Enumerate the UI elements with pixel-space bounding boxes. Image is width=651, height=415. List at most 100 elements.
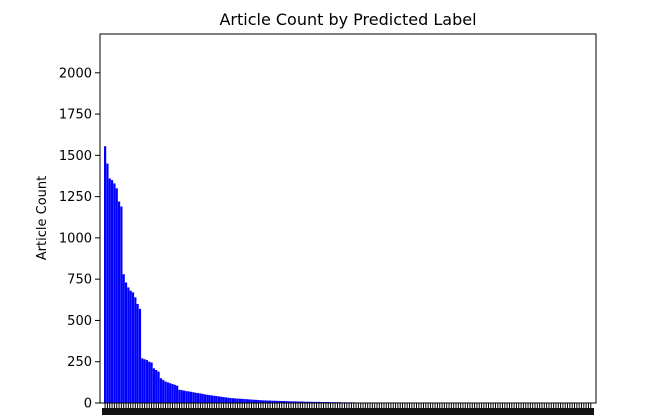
bar (306, 401, 309, 403)
bar (189, 391, 193, 403)
bar (206, 394, 209, 403)
y-axis: 0 250 500 750 1000 1250 1500 1750 2000 (59, 66, 100, 412)
x-axis (102, 403, 594, 415)
y-axis-label: Article Count (35, 176, 50, 260)
bar (282, 401, 286, 403)
bar (217, 396, 221, 403)
bar (222, 397, 225, 403)
y-tick-label: 2000 (59, 66, 92, 81)
bar (252, 399, 255, 403)
bar (141, 358, 144, 403)
bar (315, 401, 318, 403)
bar (227, 397, 230, 403)
bar (136, 303, 139, 403)
bar (178, 389, 181, 403)
bar (166, 382, 169, 403)
bar (192, 392, 195, 403)
bar (145, 360, 149, 403)
bar (169, 383, 172, 403)
y-tick-label: 1250 (59, 190, 92, 205)
x-tick-label-band (102, 408, 594, 415)
bar (317, 401, 320, 403)
y-tick-label: 750 (67, 273, 92, 288)
y-tick-label: 1500 (59, 149, 92, 164)
bar (187, 391, 190, 403)
bar (131, 292, 135, 403)
bar (108, 178, 111, 403)
bar (303, 401, 307, 403)
bar (104, 146, 107, 403)
bar (278, 400, 281, 403)
bar (250, 399, 253, 403)
bar (173, 384, 176, 403)
bar (150, 362, 153, 403)
bar (255, 399, 258, 403)
bar (113, 183, 116, 403)
y-tick-label: 250 (67, 355, 92, 370)
y-tick-label: 500 (67, 314, 92, 329)
bar (162, 379, 165, 403)
bar (138, 308, 142, 403)
bar (287, 401, 290, 403)
bar (127, 287, 130, 403)
bar (106, 163, 109, 403)
bar (194, 392, 197, 403)
bar (262, 400, 265, 403)
chart-title: Article Count by Predicted Label (219, 10, 476, 29)
bar (176, 385, 179, 403)
bar (148, 361, 151, 403)
bar (243, 399, 246, 403)
bar (155, 369, 158, 403)
bar (201, 393, 204, 403)
bar (203, 394, 207, 403)
bar (273, 400, 276, 403)
bar (110, 180, 114, 403)
bar (280, 401, 283, 403)
bar (268, 400, 272, 403)
bar (180, 390, 183, 403)
bar (213, 395, 216, 403)
bar (152, 368, 156, 403)
bar (210, 395, 214, 403)
bar (313, 401, 316, 403)
plot-frame (99, 33, 597, 404)
bars-group (104, 146, 592, 403)
bar (115, 188, 118, 403)
bar (224, 397, 228, 403)
bar (241, 398, 244, 403)
bar (199, 393, 202, 403)
bar (245, 399, 248, 403)
bar (285, 401, 288, 403)
bar (289, 401, 293, 403)
bar (257, 400, 260, 403)
bar (196, 393, 200, 403)
bar (236, 398, 239, 403)
bar (294, 401, 297, 403)
bar (143, 359, 146, 403)
bar (124, 282, 128, 403)
bar (220, 396, 223, 403)
bar (120, 206, 123, 403)
bar (234, 398, 237, 403)
bar (215, 396, 218, 403)
y-tick-label: 1750 (59, 108, 92, 123)
bar (134, 297, 137, 403)
bar (275, 400, 279, 403)
bar (231, 398, 235, 403)
bar (248, 399, 251, 403)
bar (292, 401, 295, 403)
bar (157, 371, 160, 403)
bar (310, 401, 314, 403)
bar (271, 400, 274, 403)
bar (171, 384, 174, 403)
bar (164, 381, 167, 403)
bar (299, 401, 302, 403)
bar (264, 400, 267, 403)
bar (185, 391, 188, 403)
bar (159, 378, 162, 403)
y-tick-label: 1000 (59, 231, 92, 246)
bar (183, 390, 186, 403)
bar (266, 400, 269, 403)
bar (117, 201, 121, 403)
